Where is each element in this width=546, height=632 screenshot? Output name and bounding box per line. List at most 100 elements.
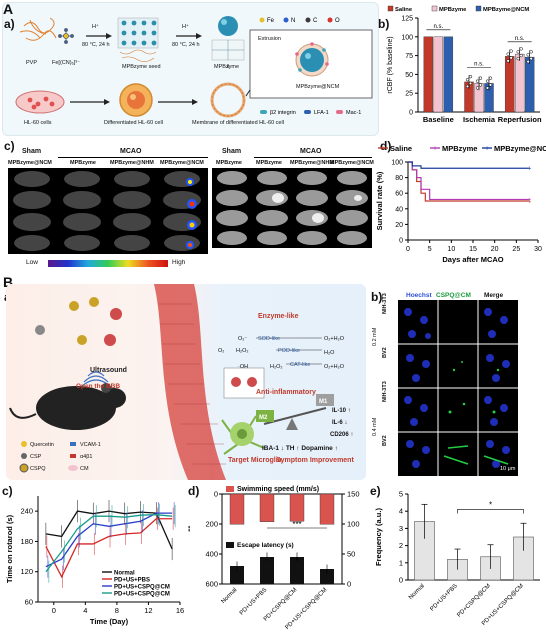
fluorescence-image-grid [398,300,518,476]
mri-left-block: Sham MCAO MPBzyme@NCM MPBzyme MPBzyme@NH… [8,148,208,270]
legend-label: PD+US+CSPQ@CM [114,585,170,591]
h2o2: H₂O₂ [236,348,249,354]
legend-label: MPBzyme [439,7,467,13]
bar-mpbzyme [514,53,525,113]
m1-label: M1 [319,399,328,405]
legend-label: MPBzyme [442,144,477,153]
y-tick-label: 5 [399,490,403,499]
survival-line-chart: 0 20 40 60 80 100 0 5 10 15 20 25 30 + + Saline + + MPBzym… [375,144,546,264]
mri-right-block: Sham MCAO MPBzyme MPBzyme MPBzyme@NHM MP… [212,148,374,248]
product-o2-h2o-2: O₂+H₂O [324,364,345,370]
survival-line-1 [408,161,530,201]
y-tick-label: 180 [20,537,33,546]
data-point [475,86,480,90]
target-microglia-label: Target Microglia [228,457,282,464]
legend-csp: CSP [30,454,42,460]
legend-cm: CM [80,466,89,472]
mri-right-col-3: MPBzyme@NCM [330,160,374,166]
cell-membrane-icon [210,82,246,118]
y-tick-label: 3 [399,524,403,533]
data-point [468,81,473,86]
fe-complex-icon [58,28,74,44]
sod-like-label: SOD-like [258,336,280,342]
extrusion-label: Extrusion [258,36,281,42]
mouse-icon [9,383,126,430]
x-tick-label: Baseline [423,115,454,124]
colorbar [48,260,168,267]
fluor-col-cspq: CSPQ@CM [436,292,471,299]
data-point [519,53,523,58]
product-label: MPBzyme@NCM [296,84,340,90]
hl60-label: HL-60 cells [24,120,52,126]
o2: O₂ [218,348,224,354]
y-axis-label: rCBF (% baseline) [387,36,394,93]
open-bbb-label: Open the BBB [76,383,120,390]
legend-o: O [335,18,340,24]
cond-1: 80 °C, 24 h [82,42,110,48]
x-tick-label: 8 [115,606,119,615]
data-point [529,50,533,54]
mpbzyme-seed-icon [117,17,159,62]
mri-right-col-0: MPBzyme [216,160,242,166]
fluor-conc-1: 0.4 mM [372,417,378,436]
mri-right-col-1: MPBzyme [256,160,282,166]
significance-mark: ** [183,526,190,532]
mpbzyme-label: MPBzyme [214,64,239,70]
legend-b2-integrin: β2 integrin [270,110,296,116]
y-axis-label: Survival rate (%) [375,171,384,230]
symptom-markers: IBA-1 ↓ TH ↑ Dopamine ↑ [262,445,338,452]
mpbzyme-ncm-particle-icon [295,42,329,77]
x-axis-label: Days after MCAO [442,255,503,264]
fluor-conc-0: 0.2 mM [372,327,378,346]
mri-left-mcao-bracket [58,157,208,158]
data-point [465,78,470,82]
right-tick-label: 0 [347,580,351,589]
x-axis-label: Time (Day) [90,617,129,626]
panel-b-e-label: e) [370,484,381,498]
x-tick-label: 0 [406,246,410,253]
colorbar-low-label: Low [26,259,38,266]
product-h2o: H₂O [324,350,335,356]
x-tick-label: 30 [534,246,542,253]
y-tick-label: 60 [395,191,403,198]
swim-speed-bar [229,493,245,525]
cond-2: 80 °C, 24 h [172,42,200,48]
left-tick-label: 200 [205,520,218,529]
data-point [506,59,510,63]
data-point [488,76,493,80]
rcbf-bar-chart: 0 25 50 75 100 125 Baseline Ischemia Reperfusion… [387,5,542,124]
y-tick-label: 20 [395,222,403,229]
legend-label: PD+US+CSPQ@CM [114,592,170,598]
symptom-label: Symptom Improvement [276,457,354,464]
legend-c: C [313,18,318,24]
y-tick-label: 0 [409,110,413,117]
cd206-label: CD206 ↑ [330,432,353,438]
mri-left-col-1: MPBzyme [70,160,96,166]
legend-label: Normal [114,571,135,577]
legend-label: Saline [395,7,413,13]
il6-label: IL-6 ↓ [332,420,347,426]
fluor-row-1: BV2 [382,347,388,358]
legend-cspq: CSPQ [30,466,46,472]
data-point [509,49,513,53]
sig-bracket [457,509,524,514]
ns-label: n.s. [433,24,443,30]
fluor-col-merge: Merge [484,292,504,299]
mri-left-col-3: MPBzyme@NCM [160,160,204,166]
significance-mark-2: * [295,556,298,565]
fluor-row-2: NIH-3T3 [382,381,388,402]
section-a-letter: A [3,1,14,17]
escape-latency-bar [320,569,334,584]
anti-inflammatory-label: Anti-inflammatory [256,389,316,396]
legend-mark: + [485,146,489,153]
bar-mpbzyme [433,36,444,113]
x-tick-label: 25 [512,246,520,253]
legend-label-speed: Swimming speed (mm/s) [237,486,319,493]
h-plus-1: H⁺ [92,23,99,30]
ns-label: n.s. [515,36,525,42]
legend-n: N [291,18,295,24]
oh-radical: ·OH [238,364,248,370]
mri-left-sham-header: Sham [22,148,42,155]
mri-left-col-0: MPBzyme@NCM [8,160,52,166]
